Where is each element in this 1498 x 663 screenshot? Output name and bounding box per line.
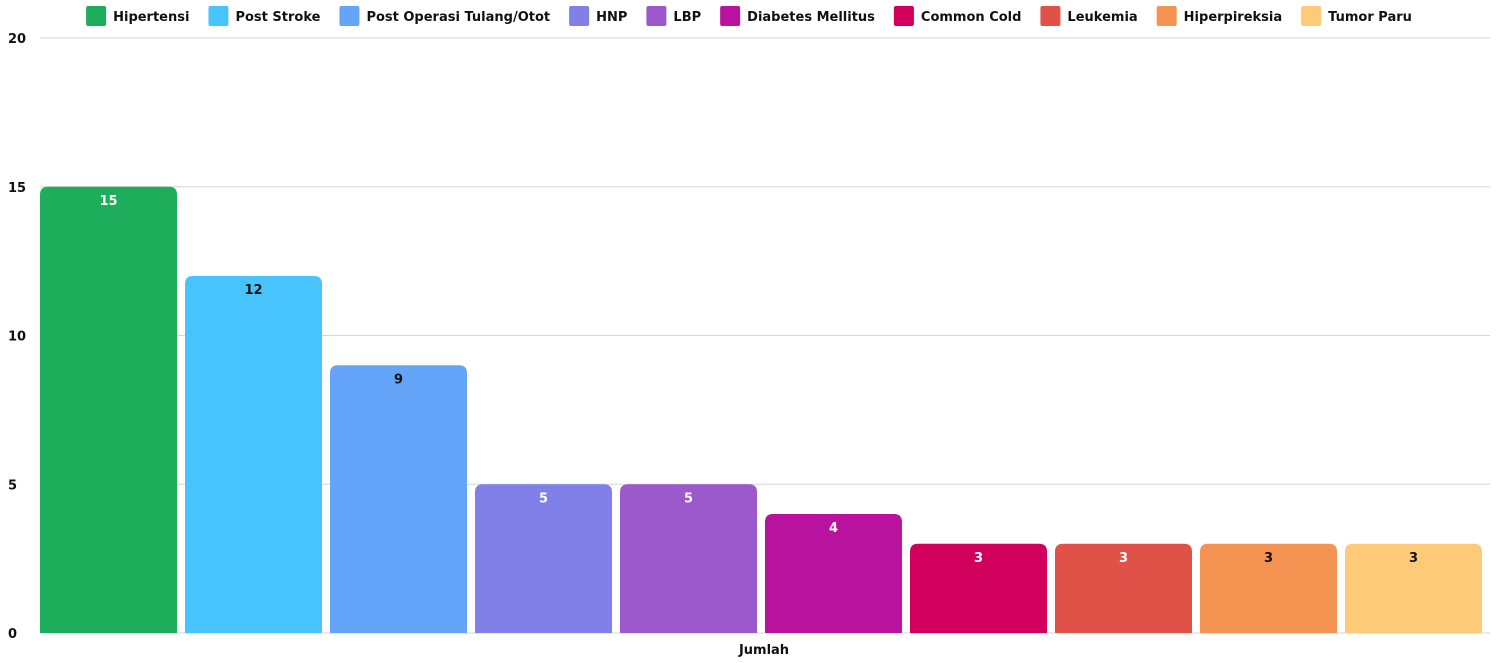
bar-diabetes-mellitus bbox=[765, 514, 902, 633]
bar-post-operasi-tulang-otot bbox=[330, 365, 467, 633]
y-tick-label: 5 bbox=[8, 478, 17, 493]
bar-hipertensi bbox=[40, 186, 177, 633]
bar-hiperpireksia bbox=[1200, 543, 1337, 633]
bar-hnp bbox=[475, 484, 612, 633]
y-axis-ticks: 0 5 10 15 20 bbox=[8, 32, 26, 642]
bar-value-label: 3 bbox=[1264, 551, 1273, 566]
bar-value-label: 5 bbox=[539, 491, 548, 506]
legend-label: Tumor Paru bbox=[1328, 10, 1412, 25]
legend-item: Post Operasi Tulang/Otot bbox=[339, 6, 550, 26]
legend-label: Leukemia bbox=[1067, 10, 1137, 25]
legend-swatch bbox=[646, 6, 667, 26]
bar-tumor-paru bbox=[1345, 543, 1482, 633]
y-tick-label: 10 bbox=[8, 330, 26, 345]
legend-label: Post Operasi Tulang/Otot bbox=[366, 10, 550, 25]
bar-common-cold bbox=[910, 543, 1047, 633]
legend-item: Tumor Paru bbox=[1301, 6, 1412, 26]
legend-swatch bbox=[720, 6, 741, 26]
legend-item: Common Cold bbox=[893, 6, 1022, 26]
bar-value-label: 15 bbox=[99, 194, 117, 209]
legend-label: Hiperpireksia bbox=[1184, 10, 1282, 25]
bar-value-label: 4 bbox=[829, 521, 838, 536]
legend-label: LBP bbox=[673, 10, 701, 25]
legend-swatch bbox=[1301, 6, 1322, 26]
legend-item: LBP bbox=[646, 6, 701, 26]
legend-item: Hiperpireksia bbox=[1156, 6, 1282, 26]
legend-swatch bbox=[86, 6, 107, 26]
data-labels: 15 12 9 5 5 4 3 3 3 3 bbox=[99, 194, 1418, 566]
legend-label: HNP bbox=[596, 10, 627, 25]
bar-post-stroke bbox=[185, 276, 322, 633]
bars bbox=[40, 186, 1482, 633]
bar-value-label: 3 bbox=[974, 551, 983, 566]
bar-value-label: 12 bbox=[244, 283, 262, 298]
legend-swatch bbox=[1040, 6, 1061, 26]
legend-swatch bbox=[569, 6, 590, 26]
bar-leukemia bbox=[1055, 543, 1192, 633]
legend-item: HNP bbox=[569, 6, 627, 26]
legend-label: Hipertensi bbox=[113, 10, 189, 25]
bar-lbp bbox=[620, 484, 757, 633]
legend: Hipertensi Post Stroke Post Operasi Tulang… bbox=[86, 6, 1412, 26]
y-tick-label: 20 bbox=[8, 32, 26, 47]
bar-value-label: 9 bbox=[394, 372, 403, 387]
y-tick-label: 0 bbox=[8, 627, 17, 642]
legend-label: Diabetes Mellitus bbox=[747, 10, 875, 25]
legend-item: Leukemia bbox=[1040, 6, 1138, 26]
legend-swatch bbox=[1156, 6, 1177, 26]
legend-swatch bbox=[208, 6, 229, 26]
legend-item: Diabetes Mellitus bbox=[720, 6, 875, 26]
legend-item: Hipertensi bbox=[86, 6, 189, 26]
x-axis-title: Jumlah bbox=[738, 643, 789, 658]
bar-value-label: 5 bbox=[684, 491, 693, 506]
legend-swatch bbox=[339, 6, 360, 26]
legend-label: Common Cold bbox=[921, 10, 1022, 25]
y-tick-label: 15 bbox=[8, 181, 26, 196]
bar-value-label: 3 bbox=[1119, 551, 1128, 566]
legend-swatch bbox=[893, 6, 914, 26]
bar-value-label: 3 bbox=[1409, 551, 1418, 566]
legend-item: Post Stroke bbox=[208, 6, 321, 26]
legend-label: Post Stroke bbox=[235, 10, 320, 25]
